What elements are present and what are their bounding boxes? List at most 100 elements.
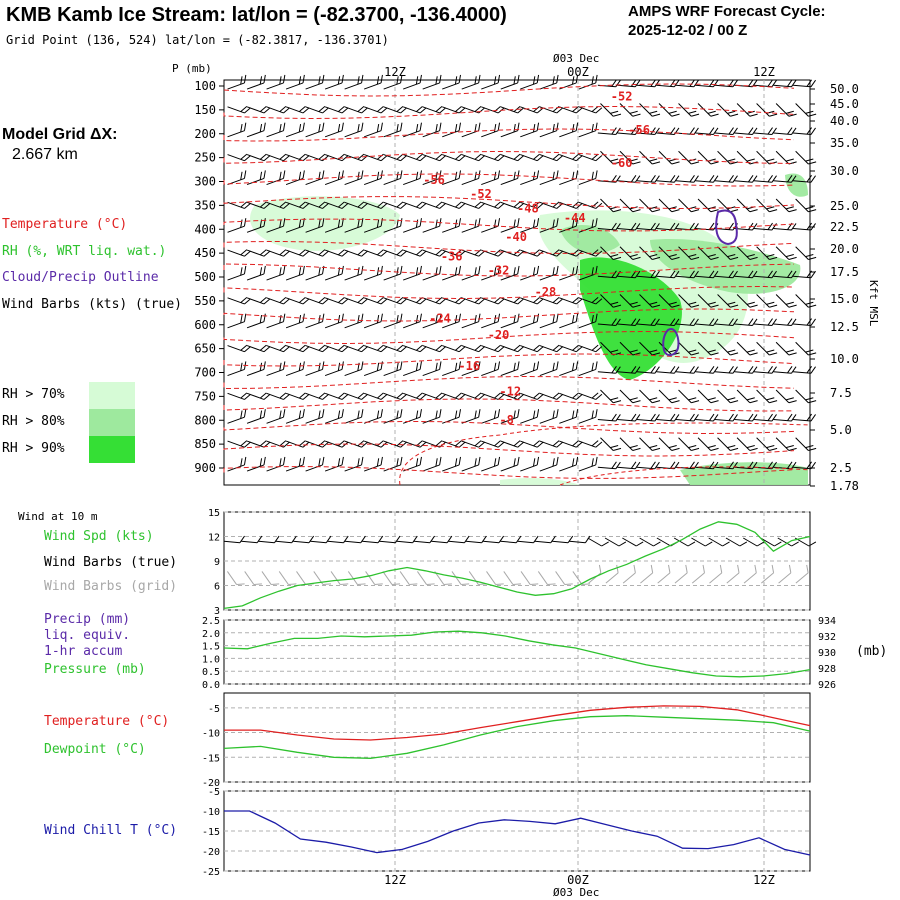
wind-barb bbox=[775, 294, 797, 308]
wind-barb-true bbox=[344, 535, 366, 544]
wind-barb bbox=[363, 249, 388, 257]
wind-barb bbox=[675, 222, 699, 231]
wind-barb bbox=[500, 344, 525, 353]
wind-barb bbox=[656, 175, 680, 183]
wind-barb bbox=[422, 153, 447, 162]
wind-barb bbox=[344, 456, 364, 472]
wind-barb bbox=[285, 409, 305, 424]
wind-barb bbox=[697, 294, 719, 308]
wind-barb bbox=[246, 392, 271, 400]
wind-barb-true bbox=[569, 535, 591, 544]
pressure-tick-label-750: 750 bbox=[194, 389, 216, 403]
dewpoint-line bbox=[223, 715, 811, 759]
wind-barb bbox=[578, 392, 603, 400]
pressure-tick-label-700: 700 bbox=[194, 366, 216, 380]
wind-barb bbox=[695, 79, 719, 88]
legend-pressure: Pressure (mb) bbox=[44, 662, 146, 677]
wind-barb bbox=[795, 389, 817, 404]
precip-axis-tick-label-5: 2.5 bbox=[202, 616, 220, 627]
wind-panel-tick-label-4: 15 bbox=[208, 508, 220, 519]
height-tick-label-13: 5.0 bbox=[830, 423, 852, 437]
temperature-contour-label-7: -40 bbox=[505, 230, 527, 244]
wind-barb bbox=[775, 103, 797, 117]
wind-barb bbox=[285, 344, 310, 353]
wind-barb bbox=[305, 218, 325, 233]
wind-barb bbox=[442, 361, 462, 377]
wind-barb bbox=[363, 122, 383, 138]
wind-barb bbox=[539, 153, 564, 162]
wind-barb bbox=[636, 270, 660, 279]
wind-barb bbox=[619, 341, 641, 356]
wind-barb bbox=[559, 409, 579, 424]
wind-barb bbox=[500, 218, 520, 233]
legend-dewpoint: Dewpoint (°C) bbox=[44, 742, 146, 757]
wind-barb bbox=[639, 103, 661, 117]
wind-barb bbox=[559, 122, 579, 138]
wind-barb bbox=[539, 456, 559, 472]
wind-barb-grid bbox=[382, 571, 401, 586]
temperature-panel-tick-label-1: -15 bbox=[202, 753, 220, 764]
rh-shading-region-2 bbox=[580, 257, 682, 380]
wind-barb bbox=[403, 122, 422, 138]
wind-barb bbox=[753, 366, 777, 374]
wind-barb bbox=[500, 409, 520, 424]
forecast-cycle-value: 2025-12-02 / 00 Z bbox=[628, 22, 748, 39]
wind-barb bbox=[539, 218, 559, 233]
wind-barb bbox=[227, 313, 247, 329]
pressure-tick-label-800: 800 bbox=[194, 413, 216, 427]
wind-barb bbox=[363, 153, 388, 162]
temperature-contour-label-10: -28 bbox=[535, 285, 557, 299]
legend-cloud: Cloud/Precip Outline bbox=[2, 270, 159, 285]
wind-barb bbox=[305, 409, 325, 424]
wind-barb bbox=[600, 150, 622, 165]
wind-barb-true bbox=[708, 537, 730, 547]
wind-barb bbox=[324, 456, 344, 472]
wind-barb bbox=[246, 265, 266, 281]
wind-barb bbox=[559, 361, 579, 377]
wind-barb bbox=[695, 413, 719, 422]
wind-barb bbox=[539, 170, 559, 186]
wind-barb bbox=[246, 170, 266, 186]
wind-barb bbox=[636, 318, 660, 327]
wind-barb bbox=[578, 296, 603, 305]
wind-barb bbox=[520, 153, 544, 162]
wind-barb bbox=[639, 437, 661, 451]
legend-temperature-2m: Temperature (°C) bbox=[44, 714, 170, 729]
wind-barb bbox=[753, 318, 777, 327]
wind-barb bbox=[246, 344, 271, 353]
wind-barb-true bbox=[691, 537, 713, 547]
wind-barb bbox=[520, 170, 540, 186]
wind-barb bbox=[795, 437, 817, 451]
wind-barb bbox=[442, 456, 462, 472]
pressure-right-tick-4: 934 bbox=[818, 616, 836, 627]
wind-barb bbox=[539, 344, 564, 353]
pressure-line bbox=[223, 630, 811, 678]
wind-barb bbox=[403, 201, 427, 209]
wind-barb-true bbox=[362, 535, 384, 544]
wind-barb bbox=[403, 265, 422, 281]
wind-barb bbox=[578, 153, 603, 162]
wind-barb bbox=[617, 461, 641, 470]
wind-barb bbox=[266, 265, 286, 281]
wind-barb bbox=[422, 456, 442, 472]
wind-barb bbox=[697, 341, 719, 356]
wind-barb-true bbox=[725, 537, 748, 547]
wind-barb-grid bbox=[555, 571, 573, 586]
bottom-time-label-1: 00Z bbox=[567, 873, 589, 887]
wind-barb bbox=[597, 366, 621, 374]
wind-barb bbox=[403, 392, 427, 400]
wind-barb-true bbox=[275, 535, 297, 544]
wind-barb bbox=[617, 366, 641, 374]
wind-barb bbox=[246, 296, 271, 305]
wind-barb bbox=[481, 440, 505, 448]
height-tick-label-15: 1.78 bbox=[830, 479, 859, 493]
wind-barb bbox=[324, 249, 349, 257]
temperature-panel-tick-label-0: -20 bbox=[202, 778, 220, 789]
wind-barb-grid bbox=[503, 571, 522, 586]
wind-barb bbox=[675, 175, 699, 183]
wind-barb bbox=[285, 265, 305, 281]
wind-barb bbox=[422, 201, 447, 209]
isotherm-line bbox=[223, 240, 795, 254]
wind-barb bbox=[795, 341, 817, 356]
temperature-panel-frame bbox=[223, 692, 811, 783]
